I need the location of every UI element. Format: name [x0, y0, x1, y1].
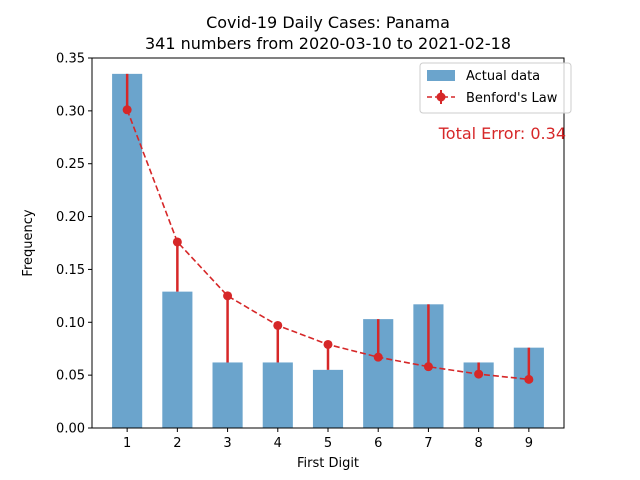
- x-tick-label-2: 2: [173, 436, 181, 451]
- bar-digit-2: [162, 291, 193, 428]
- x-tick-label-3: 3: [223, 436, 231, 451]
- benford-point-digit-8: [474, 369, 484, 379]
- bar-digit-1: [112, 73, 143, 428]
- x-axis-label: First Digit: [297, 456, 359, 471]
- bar-digit-3: [212, 362, 243, 428]
- benford-point-digit-7: [423, 362, 433, 372]
- y-axis-label: Frequency: [21, 209, 36, 276]
- legend-label-benford: Benford's Law: [466, 91, 558, 106]
- total-error-annotation: Total Error: 0.34: [438, 124, 566, 143]
- y-tick-label-0: 0.00: [56, 422, 85, 437]
- legend-box: [419, 62, 572, 114]
- chart-subtitle: 341 numbers from 2020-03-10 to 2021-02-1…: [145, 34, 511, 53]
- y-tick-label-2: 0.10: [56, 316, 85, 331]
- x-tick-label-6: 6: [374, 436, 382, 451]
- benford-point-digit-9: [524, 374, 534, 384]
- benford-point-digit-5: [323, 339, 333, 349]
- x-tick-label-9: 9: [525, 436, 533, 451]
- benford-point-digit-3: [223, 291, 233, 301]
- benford-point-digit-4: [273, 320, 283, 330]
- y-tick-label-4: 0.20: [56, 210, 85, 225]
- y-tick-label-6: 0.30: [56, 104, 85, 119]
- y-tick-label-3: 0.15: [56, 263, 85, 278]
- y-tick-label-7: 0.35: [56, 52, 85, 67]
- legend-swatch-actual: [427, 70, 455, 81]
- y-tick-label-5: 0.25: [56, 157, 85, 172]
- benford-point-digit-6: [373, 352, 383, 362]
- chart-title: Covid-19 Daily Cases: Panama: [206, 13, 450, 32]
- x-tick-label-1: 1: [123, 436, 131, 451]
- x-tick-label-7: 7: [424, 436, 432, 451]
- legend-marker-benford: [436, 92, 446, 102]
- benford-point-digit-2: [172, 237, 182, 247]
- benford-point-digit-1: [122, 105, 132, 115]
- x-tick-label-8: 8: [474, 436, 482, 451]
- x-tick-label-5: 5: [324, 436, 332, 451]
- legend: Actual data Benford's Law: [419, 62, 572, 114]
- bar-digit-4: [262, 362, 293, 428]
- bar-digit-5: [312, 369, 344, 428]
- x-tick-label-4: 4: [274, 436, 282, 451]
- legend-label-actual: Actual data: [466, 69, 540, 84]
- y-tick-label-1: 0.05: [56, 369, 85, 384]
